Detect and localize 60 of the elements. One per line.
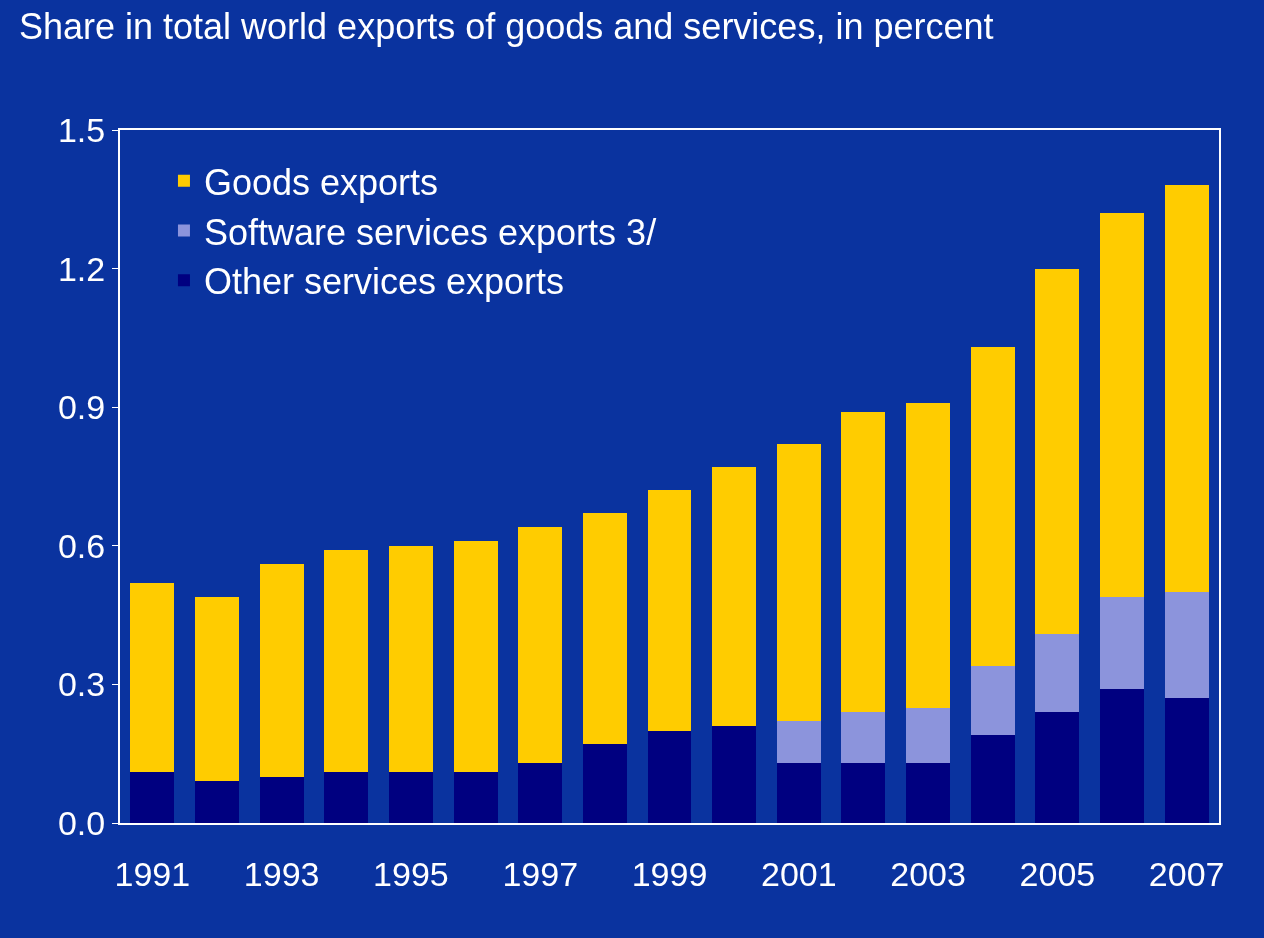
bar <box>194 596 239 782</box>
x-tick-label: 1993 <box>243 854 320 893</box>
bar <box>1035 633 1080 713</box>
bar <box>647 730 692 823</box>
y-tick-label: 0.9 <box>57 388 106 427</box>
x-tick-label: 1997 <box>502 854 579 893</box>
x-tick-label: 1999 <box>631 854 708 893</box>
legend-label: Software services exports 3/ <box>203 211 657 253</box>
legend-label: Other services exports <box>203 261 565 303</box>
bar <box>1035 268 1080 634</box>
bar <box>1164 185 1209 592</box>
bar <box>324 550 369 773</box>
x-tick-label: 1991 <box>114 854 191 893</box>
bar <box>518 762 563 823</box>
bar <box>1035 712 1080 823</box>
bar <box>453 772 498 823</box>
bar <box>1164 698 1209 823</box>
bar <box>130 582 175 773</box>
bar <box>1100 596 1145 690</box>
bar <box>906 402 951 708</box>
bar <box>906 762 951 823</box>
x-tick-label: 2003 <box>890 854 966 893</box>
bar <box>194 781 239 823</box>
y-tick-label: 0.0 <box>57 803 106 842</box>
bar <box>776 762 821 823</box>
bar <box>453 541 498 773</box>
bar <box>841 411 886 713</box>
bar <box>259 564 304 777</box>
bar <box>388 772 433 823</box>
bar <box>582 513 627 745</box>
y-tick-label: 0.3 <box>57 665 106 704</box>
bar <box>518 527 563 763</box>
chart-title: Share in total world exports of goods and services, in percent <box>18 6 994 48</box>
x-tick-label: 2007 <box>1148 854 1225 893</box>
bar <box>841 762 886 823</box>
bar <box>970 735 1015 823</box>
bar <box>712 725 757 823</box>
bar <box>1164 592 1209 699</box>
bar <box>776 721 821 763</box>
bar <box>259 776 304 823</box>
x-tick-label: 1995 <box>373 854 449 893</box>
bar <box>712 467 757 726</box>
y-tick-label: 1.2 <box>57 249 106 288</box>
x-tick-label: 2001 <box>760 854 837 893</box>
bar <box>841 712 886 763</box>
bar <box>324 772 369 823</box>
bar <box>970 347 1015 666</box>
y-tick-label: 1.5 <box>57 110 106 149</box>
bar <box>1100 213 1145 597</box>
bar <box>647 490 692 731</box>
legend-label: Goods exports <box>203 161 439 203</box>
bar <box>388 545 433 773</box>
bar <box>1100 689 1145 823</box>
bar <box>906 707 951 763</box>
bar <box>970 665 1015 736</box>
bar <box>776 444 821 722</box>
bar <box>582 744 627 823</box>
y-tick-label: 0.6 <box>57 526 106 565</box>
x-tick-label: 2005 <box>1019 854 1096 893</box>
bar <box>130 772 175 823</box>
